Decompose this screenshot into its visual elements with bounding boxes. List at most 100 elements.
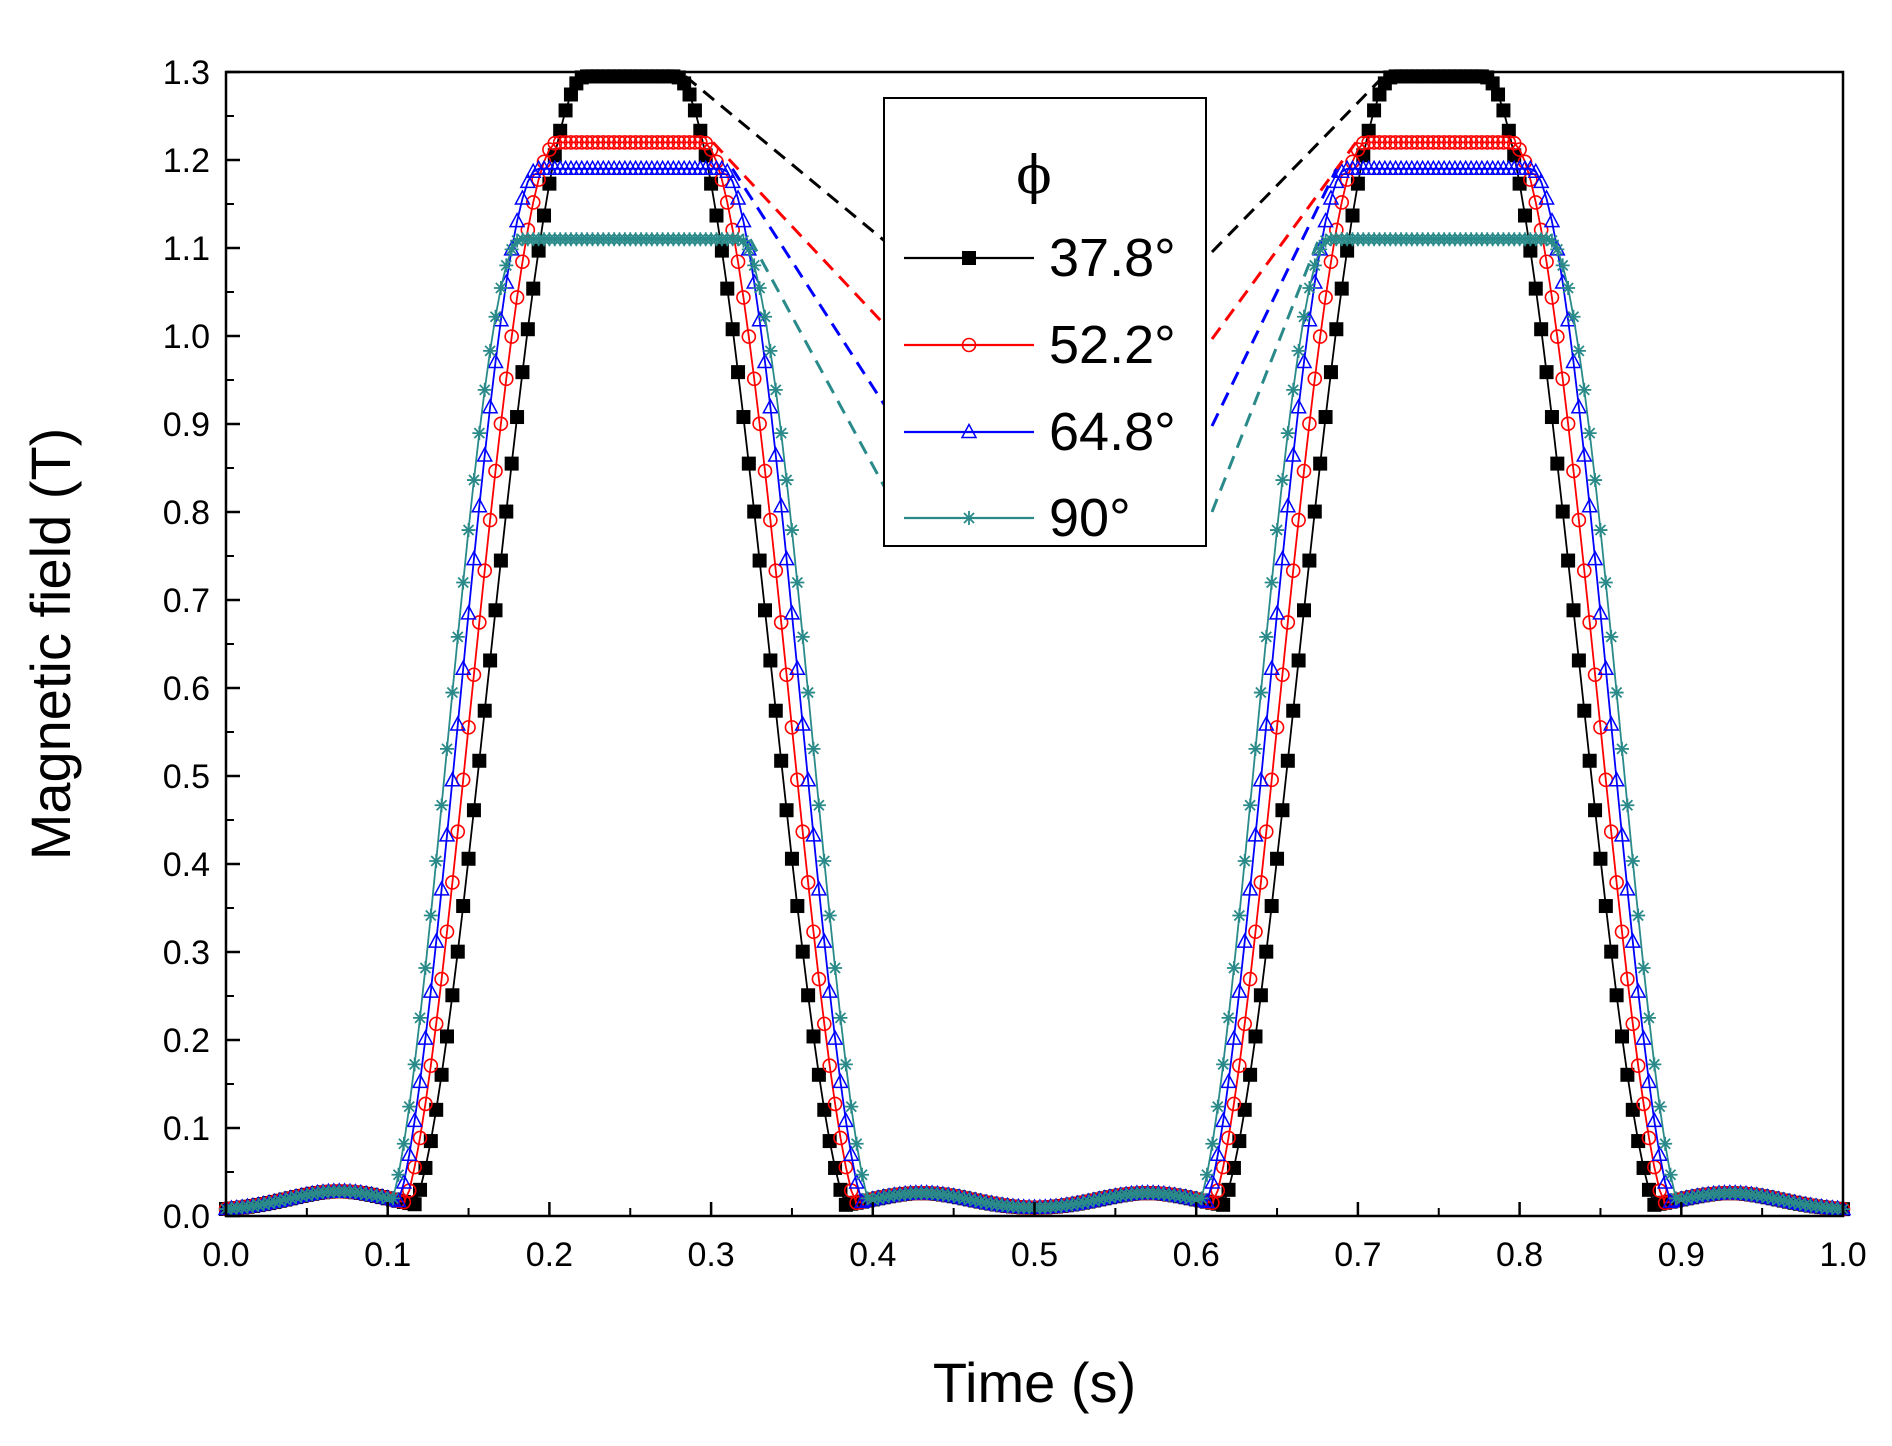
data-point <box>1496 103 1511 118</box>
data-point <box>1086 1193 1101 1208</box>
data-point <box>1555 504 1570 519</box>
data-point <box>752 416 767 432</box>
data-point <box>1329 322 1344 337</box>
legend-title: ϕ <box>1016 146 1051 206</box>
leader-line-right <box>1210 75 1385 254</box>
data-point <box>482 512 498 528</box>
data-point <box>828 961 843 976</box>
data-point <box>1490 135 1506 150</box>
data-point <box>1566 309 1581 324</box>
data-point <box>1178 1190 1193 1205</box>
data-point <box>1307 504 1322 519</box>
data-point <box>1544 290 1560 305</box>
data-point <box>826 1029 844 1045</box>
data-point <box>1636 961 1651 976</box>
data-point <box>1322 189 1340 205</box>
data-point <box>1291 343 1306 358</box>
data-point <box>1426 135 1441 150</box>
data-point <box>1173 1189 1188 1204</box>
data-point <box>407 1057 422 1072</box>
y-tick-label: 0.1 <box>163 1110 210 1148</box>
legend-entry-0: 37.8° <box>904 228 1176 288</box>
data-point <box>1602 715 1620 731</box>
data-point <box>957 1191 972 1206</box>
data-point <box>758 309 772 324</box>
data-point <box>1560 416 1576 432</box>
data-point <box>574 135 590 150</box>
data-point <box>1275 473 1290 488</box>
data-point <box>789 659 806 675</box>
data-point <box>1501 123 1516 138</box>
y-tick-label: 0.5 <box>163 758 210 796</box>
data-point <box>1566 603 1581 618</box>
data-point <box>595 135 611 150</box>
data-point <box>1755 1189 1770 1204</box>
data-point <box>838 1057 853 1072</box>
data-point <box>1613 826 1631 842</box>
data-point <box>396 1136 411 1151</box>
data-point <box>1296 463 1312 479</box>
data-point <box>563 135 579 150</box>
data-point <box>1582 615 1597 630</box>
data-point <box>1253 988 1268 1003</box>
x-tick-label: 0.9 <box>1658 1236 1705 1274</box>
data-point <box>272 1193 287 1208</box>
y-tick-label: 1.2 <box>163 142 210 180</box>
data-point <box>1544 233 1559 248</box>
data-point <box>617 135 633 150</box>
data-point <box>476 446 493 462</box>
data-point <box>773 615 789 630</box>
data-point <box>427 932 445 948</box>
data-point <box>1275 803 1290 818</box>
data-point <box>1544 410 1559 425</box>
data-point <box>811 971 827 987</box>
data-point <box>413 1010 428 1025</box>
data-point <box>514 189 531 205</box>
data-point <box>1334 281 1349 296</box>
data-point <box>493 416 509 432</box>
data-point <box>1302 281 1317 296</box>
data-point <box>747 258 762 273</box>
data-point <box>461 851 476 866</box>
data-point <box>1237 1102 1252 1117</box>
data-point <box>1226 1160 1241 1175</box>
data-point <box>693 135 708 150</box>
data-point <box>1598 899 1613 914</box>
data-point <box>1782 1194 1797 1209</box>
data-point <box>1776 1193 1791 1208</box>
data-point <box>1232 1134 1247 1149</box>
data-point <box>262 1196 277 1211</box>
data-point <box>1102 1190 1117 1205</box>
legend-entry-2: 64.8° <box>904 402 1176 462</box>
data-point <box>735 212 752 228</box>
data-point <box>1604 944 1619 959</box>
data-point <box>601 135 616 150</box>
data-point <box>553 123 568 138</box>
data-point <box>1647 1057 1662 1072</box>
data-point <box>827 1096 843 1112</box>
data-point <box>445 988 460 1003</box>
data-point <box>1609 875 1624 890</box>
data-point <box>1259 944 1274 959</box>
data-point <box>1097 1191 1112 1206</box>
data-point <box>1771 1192 1786 1207</box>
data-point <box>1247 826 1264 842</box>
data-point <box>1221 1182 1236 1197</box>
data-point <box>1463 135 1479 150</box>
data-point <box>763 653 778 668</box>
data-point <box>639 135 654 150</box>
data-point <box>1226 1096 1242 1112</box>
data-point <box>1264 575 1279 590</box>
data-point <box>375 1190 390 1205</box>
data-point <box>978 1195 993 1210</box>
data-point <box>450 824 466 839</box>
data-point <box>1372 135 1387 150</box>
data-point <box>1787 1195 1802 1210</box>
data-point <box>622 135 638 150</box>
data-point <box>1550 456 1565 471</box>
data-point <box>731 232 746 247</box>
data-point <box>1576 563 1592 579</box>
y-tick-label: 0.7 <box>163 582 210 620</box>
data-point <box>524 162 542 179</box>
data-point <box>461 523 476 538</box>
